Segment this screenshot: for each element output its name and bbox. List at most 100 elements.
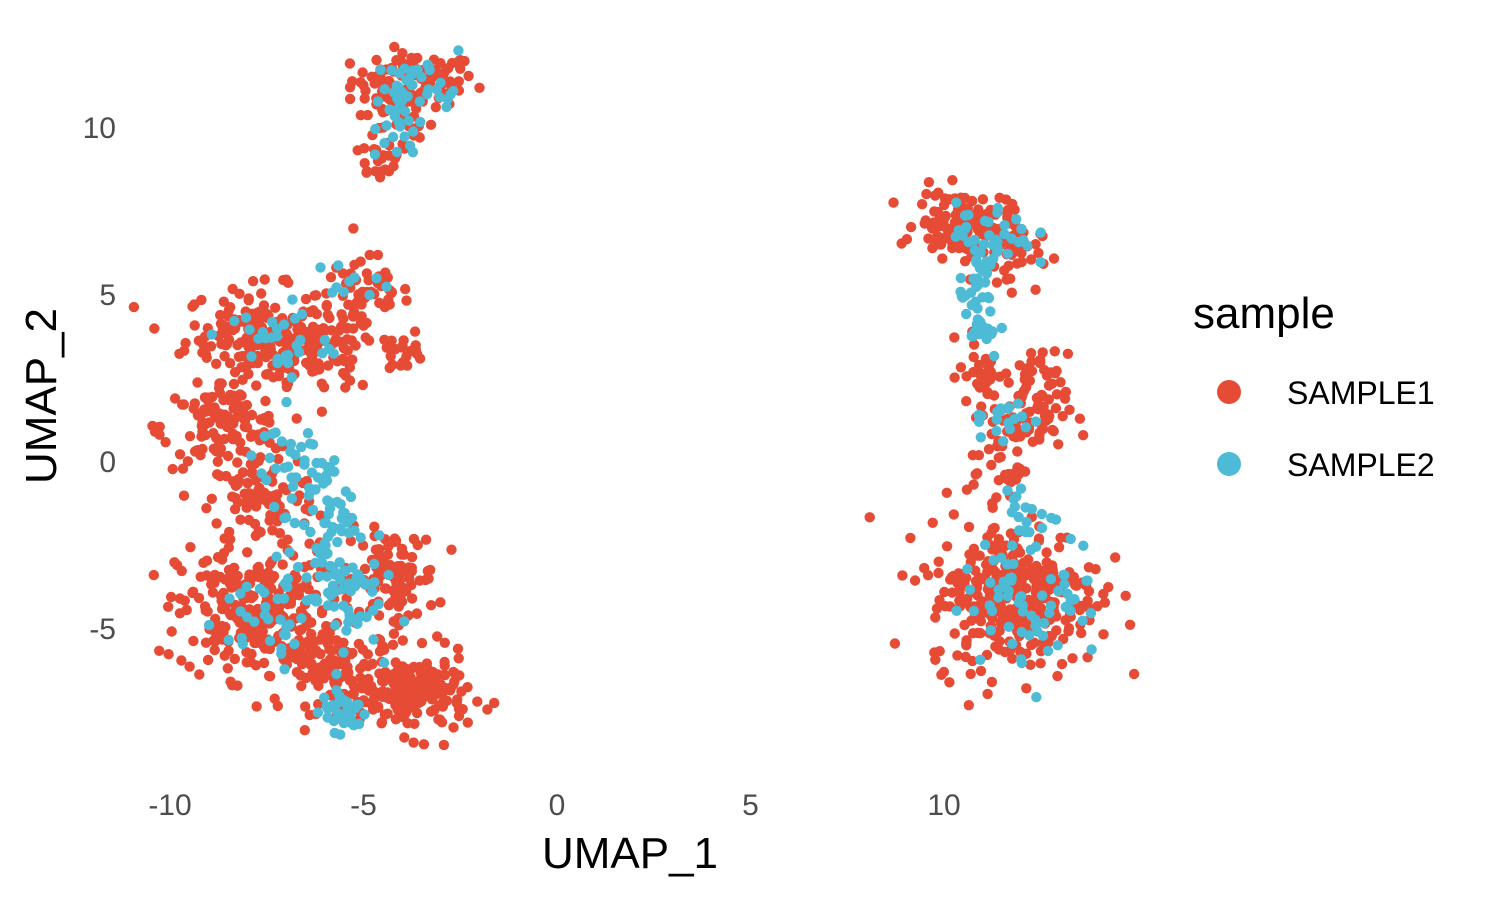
- data-point: [448, 679, 459, 690]
- data-point: [184, 431, 196, 442]
- data-point: [255, 452, 266, 463]
- data-point: [392, 704, 403, 715]
- data-point: [331, 668, 342, 680]
- data-point: [264, 635, 276, 646]
- data-point: [1053, 585, 1064, 597]
- data-point: [279, 664, 290, 675]
- data-point: [212, 456, 223, 467]
- data-point: [407, 147, 419, 158]
- data-point: [415, 116, 426, 128]
- data-point: [432, 631, 443, 642]
- data-point: [244, 569, 255, 580]
- data-point: [964, 584, 976, 595]
- data-point: [201, 570, 212, 581]
- data-point: [181, 604, 192, 616]
- data-point: [244, 324, 255, 335]
- data-point: [387, 131, 399, 143]
- data-point: [941, 487, 952, 498]
- data-point: [1020, 619, 1031, 630]
- data-point: [383, 569, 394, 581]
- data-point: [234, 389, 246, 400]
- data-point: [246, 467, 257, 479]
- data-point: [284, 547, 295, 558]
- data-point: [334, 557, 345, 568]
- data-point: [340, 565, 351, 576]
- data-point: [202, 395, 214, 406]
- data-point: [149, 323, 160, 334]
- data-point: [312, 707, 324, 718]
- data-point: [331, 685, 342, 696]
- data-point: [319, 658, 330, 669]
- data-point: [411, 608, 423, 619]
- data-point: [216, 378, 227, 389]
- data-point: [252, 357, 263, 369]
- data-point: [355, 532, 366, 543]
- data-point: [996, 322, 1007, 334]
- data-point: [391, 55, 402, 66]
- data-point: [301, 326, 313, 338]
- data-point: [247, 276, 259, 287]
- data-point: [980, 326, 992, 338]
- data-point: [350, 340, 361, 351]
- data-point: [203, 619, 215, 631]
- data-point: [967, 450, 978, 461]
- data-point: [358, 320, 369, 331]
- data-point: [933, 567, 944, 579]
- data-point: [250, 494, 262, 505]
- data-point: [1026, 503, 1038, 515]
- data-point: [1016, 657, 1027, 669]
- data-point: [1069, 594, 1080, 605]
- data-point: [322, 712, 333, 723]
- data-point: [251, 380, 262, 391]
- data-point: [993, 592, 1004, 603]
- data-point: [998, 436, 1009, 447]
- data-point: [978, 239, 989, 250]
- data-point: [328, 587, 339, 598]
- data-point: [968, 605, 980, 617]
- data-point: [308, 337, 319, 348]
- data-point: [163, 601, 174, 612]
- data-point: [921, 188, 932, 200]
- data-point: [233, 351, 245, 362]
- data-point: [196, 420, 207, 432]
- x-axis-title: UMAP_1: [542, 829, 718, 878]
- points-layer: [128, 41, 1140, 751]
- data-point: [381, 342, 392, 353]
- data-point: [1015, 574, 1026, 585]
- data-point: [1030, 284, 1041, 295]
- data-point: [927, 517, 938, 528]
- data-point: [979, 277, 991, 288]
- data-point: [178, 490, 190, 501]
- data-point: [1033, 247, 1044, 259]
- data-point: [406, 79, 417, 91]
- data-point: [220, 621, 231, 633]
- data-point: [979, 266, 990, 277]
- data-point: [373, 702, 384, 713]
- data-point: [188, 403, 199, 414]
- data-point: [224, 389, 236, 401]
- data-point: [296, 441, 307, 453]
- data-point: [167, 463, 178, 475]
- data-point: [939, 233, 950, 244]
- data-point: [1006, 233, 1017, 244]
- y-tick-label: 0: [99, 446, 116, 479]
- data-point: [243, 295, 254, 306]
- data-point: [1047, 424, 1058, 436]
- data-point: [349, 299, 360, 310]
- data-point: [448, 722, 459, 733]
- data-point: [355, 574, 366, 585]
- data-point: [376, 717, 388, 728]
- data-point: [1035, 658, 1046, 669]
- data-point: [889, 638, 901, 649]
- data-point: [148, 569, 159, 581]
- data-point: [990, 234, 1002, 245]
- data-point: [405, 672, 416, 683]
- data-point: [920, 215, 931, 226]
- data-point: [463, 70, 474, 82]
- data-point: [364, 249, 375, 261]
- data-point: [286, 493, 297, 504]
- data-point: [980, 353, 991, 365]
- data-point: [992, 207, 1003, 218]
- data-point: [252, 317, 263, 328]
- data-point: [965, 668, 976, 680]
